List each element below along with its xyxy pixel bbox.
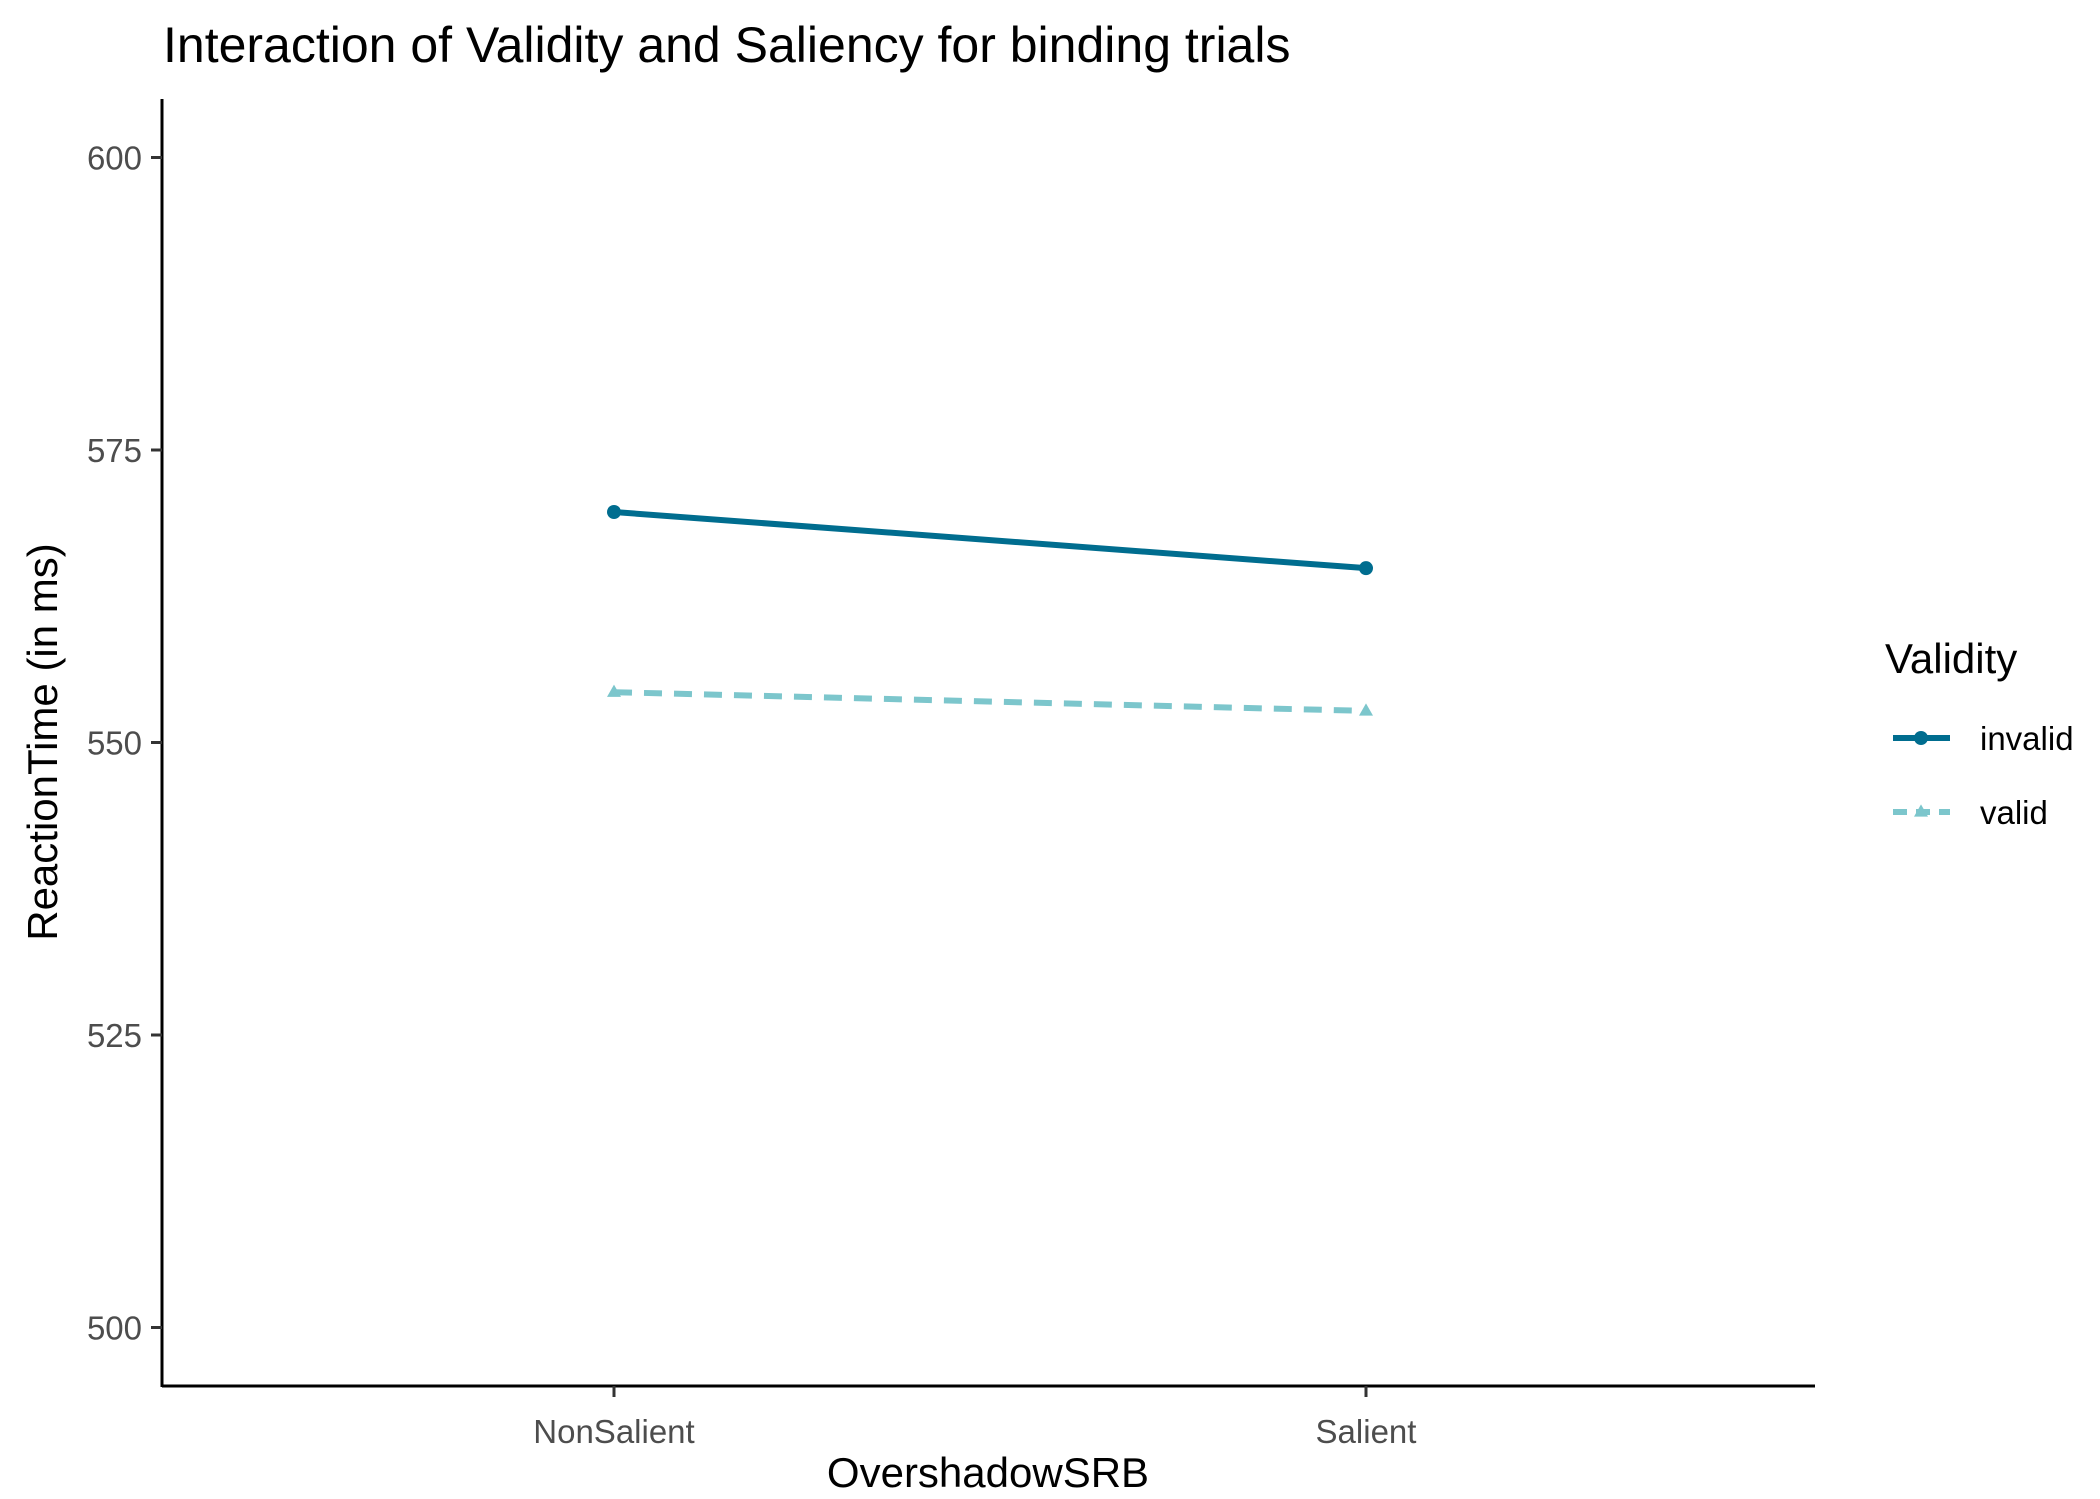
data-point <box>1359 703 1373 716</box>
y-tick-label: 525 <box>87 1017 142 1054</box>
y-tick-label: 575 <box>87 432 142 469</box>
y-ticks: 500 525 550 575 600 <box>87 140 162 1347</box>
series-invalid <box>607 505 1373 576</box>
x-axis-title: OvershadowSRB <box>827 1449 1149 1496</box>
series-line <box>613 689 1367 714</box>
series-layer <box>607 505 1373 716</box>
legend-items: invalid valid <box>1893 720 2074 831</box>
legend-label: valid <box>1980 794 2048 831</box>
x-tick-label: NonSalient <box>533 1413 694 1450</box>
x-tick-label: Salient <box>1316 1413 1417 1450</box>
x-ticks: NonSalient Salient <box>533 1386 1416 1450</box>
series-line <box>613 509 1367 572</box>
legend-key-marker <box>1914 804 1928 817</box>
y-tick-label: 600 <box>87 140 142 177</box>
y-tick-label: 500 <box>87 1310 142 1347</box>
legend-label: invalid <box>1980 720 2074 757</box>
data-point <box>607 505 621 520</box>
data-point <box>1359 561 1373 576</box>
series-valid <box>607 684 1373 716</box>
legend-item: valid <box>1893 794 2048 831</box>
data-point <box>607 684 621 697</box>
legend-key-marker <box>1914 731 1928 745</box>
legend-title: Validity <box>1885 635 2017 682</box>
chart-title: Interaction of Validity and Saliency for… <box>163 17 1290 73</box>
y-axis-title: ReactionTime (in ms) <box>19 543 66 941</box>
legend-item: invalid <box>1893 720 2074 757</box>
y-tick-label: 550 <box>87 725 142 762</box>
legend: Validity invalid valid <box>1885 635 2074 831</box>
